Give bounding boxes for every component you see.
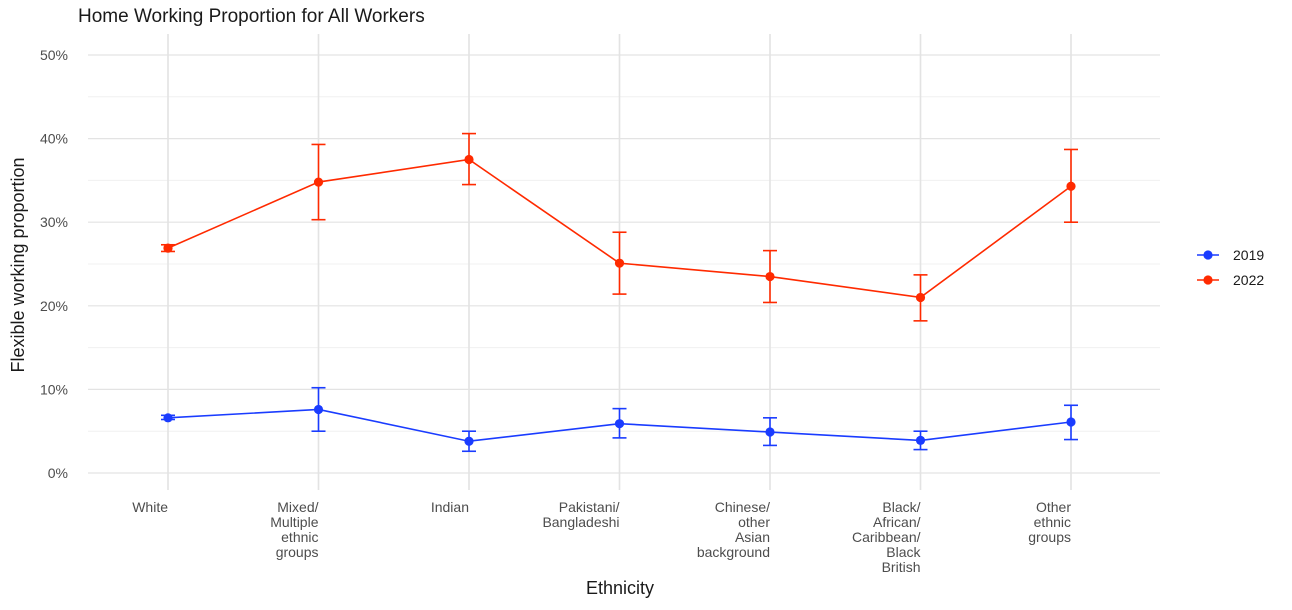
data-point — [313, 177, 324, 187]
legend-label: 2022 — [1233, 272, 1264, 288]
data-point — [915, 435, 926, 445]
x-tick-label: Indian — [431, 499, 469, 515]
legend-swatch-point — [1203, 275, 1213, 285]
x-tick-label-line: groups — [276, 544, 319, 560]
x-tick-label-line: Black/ — [882, 499, 920, 515]
x-tick-label: Black/African/Caribbean/Black British — [852, 499, 922, 575]
data-point — [1066, 417, 1076, 427]
data-point — [614, 258, 625, 268]
y-tick-label: 10% — [40, 381, 68, 397]
legend-item-2019: 2019 — [1197, 247, 1264, 263]
x-tick-label-line: Mixed/ — [277, 499, 318, 515]
data-point — [915, 292, 926, 303]
legend-swatch-point — [1203, 250, 1213, 260]
legend-item-2022: 2022 — [1197, 272, 1264, 288]
x-tick-label-line: Chinese/ — [715, 499, 770, 515]
y-tick-label: 50% — [40, 47, 68, 63]
x-tick-label-line: Asian — [735, 529, 770, 545]
legend: 2019 2022 — [1197, 247, 1264, 288]
x-tick-label: Mixed/Multiple ethnic groups — [270, 499, 318, 560]
x-tick-label-line: Multiple — [270, 514, 318, 530]
x-tick-label-line: Other — [1036, 499, 1071, 515]
x-tick-label-line: Indian — [431, 499, 469, 515]
data-point — [765, 271, 775, 282]
x-tick-label-line: White — [132, 499, 168, 515]
y-tick-label: 40% — [40, 131, 68, 147]
data-point — [464, 436, 474, 446]
x-tick-label-line: groups — [1028, 529, 1071, 545]
x-tick-label-line: British — [882, 559, 921, 575]
y-tick-label: 0% — [48, 465, 68, 481]
x-tick-label-line: other — [738, 514, 770, 530]
data-point — [765, 427, 775, 437]
series-2019 — [161, 386, 1078, 453]
x-tick-label-line: Caribbean/ — [852, 529, 921, 545]
x-tick-label-line: background — [697, 544, 770, 560]
x-tick-label: Pakistani/Bangladeshi — [542, 499, 619, 530]
data-point — [163, 243, 173, 253]
y-tick-label: 30% — [40, 214, 68, 230]
y-tick-label: 20% — [40, 298, 68, 314]
x-tick-label: White — [132, 499, 168, 515]
data-point — [163, 413, 173, 423]
x-tick-label: Other ethnic groups — [1028, 499, 1071, 545]
series-2022 — [161, 132, 1078, 322]
y-axis-ticks: 0% 10% 20% 30% 40% 50% — [40, 47, 68, 481]
legend-label: 2019 — [1233, 247, 1264, 263]
x-tick-label-line: ethnic — [1034, 514, 1071, 530]
x-axis-label: Ethnicity — [586, 578, 654, 598]
x-tick-label-line: Black — [886, 544, 921, 560]
x-tick-label-line: Pakistani/ — [559, 499, 620, 515]
x-tick-label: Chinese/other Asian background — [697, 499, 770, 560]
x-tick-label-line: Bangladeshi — [542, 514, 619, 530]
x-tick-label-line: African/ — [873, 514, 921, 530]
x-tick-label-line: ethnic — [281, 529, 318, 545]
chart-title: Home Working Proportion for All Workers — [78, 6, 425, 27]
data-point — [614, 419, 625, 429]
data-point — [1066, 181, 1076, 191]
data-point — [313, 404, 324, 415]
y-axis-label: Flexible working proportion — [8, 157, 28, 372]
series-layer — [161, 132, 1078, 453]
grid — [88, 34, 1160, 490]
data-point — [464, 154, 474, 165]
